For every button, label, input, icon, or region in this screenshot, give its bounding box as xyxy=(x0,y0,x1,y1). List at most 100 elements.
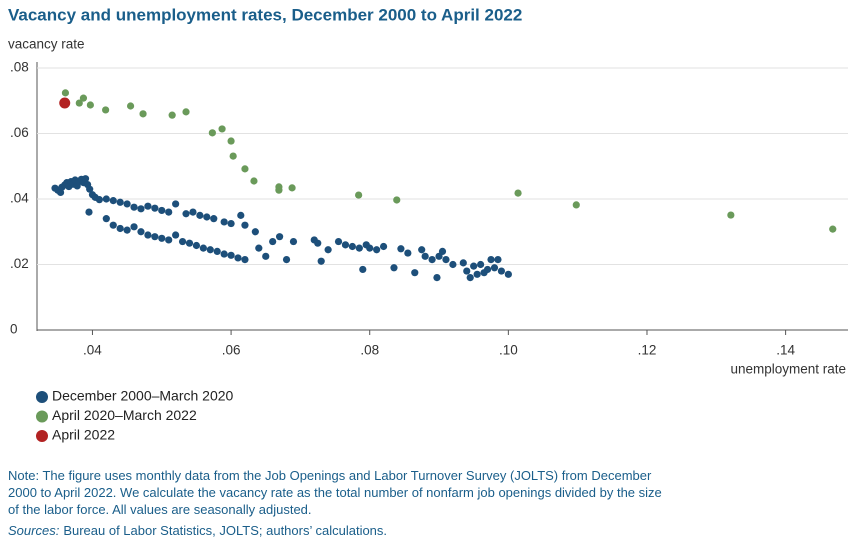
data-point xyxy=(109,197,117,205)
data-point xyxy=(102,215,110,223)
data-point xyxy=(86,101,94,109)
data-point xyxy=(59,97,71,109)
x-axis-label: unemployment rate xyxy=(730,362,846,377)
data-point xyxy=(189,208,197,216)
data-point xyxy=(255,244,263,252)
data-point xyxy=(213,247,221,255)
data-point xyxy=(324,246,332,254)
data-point xyxy=(269,237,277,246)
y-tick-label: .06 xyxy=(10,125,29,140)
data-point xyxy=(463,267,471,275)
data-point xyxy=(288,184,296,192)
data-point xyxy=(314,239,322,247)
data-point xyxy=(172,200,180,208)
data-point xyxy=(379,242,388,251)
data-point xyxy=(168,111,176,119)
data-point xyxy=(137,228,145,236)
data-point xyxy=(123,200,131,208)
data-point xyxy=(210,215,218,223)
data-point xyxy=(144,202,152,210)
x-tick-label: .12 xyxy=(638,343,657,358)
data-point xyxy=(192,241,201,250)
y-tick-label: 0 xyxy=(10,322,18,337)
y-tick-label: .02 xyxy=(10,256,29,271)
data-point xyxy=(130,203,138,211)
data-point xyxy=(334,237,343,246)
data-point xyxy=(487,255,495,264)
data-point xyxy=(185,239,194,247)
data-point xyxy=(227,137,235,145)
data-point xyxy=(317,257,325,265)
data-point xyxy=(373,246,381,254)
data-point xyxy=(206,246,214,254)
data-point xyxy=(275,186,283,194)
data-point xyxy=(116,224,124,233)
data-point xyxy=(494,255,502,264)
data-point xyxy=(418,246,426,254)
legend-marker xyxy=(36,410,48,423)
data-point xyxy=(95,196,103,204)
data-point xyxy=(178,237,187,246)
data-point xyxy=(241,221,249,229)
note: Note: The figure uses monthly data from … xyxy=(8,468,662,517)
data-point xyxy=(196,211,204,219)
data-point xyxy=(466,274,474,282)
x-tick-label: .04 xyxy=(83,343,102,358)
data-point xyxy=(137,205,145,213)
data-point xyxy=(227,251,235,259)
data-point xyxy=(341,241,350,249)
data-point xyxy=(504,270,512,278)
data-point xyxy=(241,165,249,173)
data-point xyxy=(473,270,481,278)
data-point xyxy=(158,206,166,215)
data-point xyxy=(109,221,117,229)
data-point xyxy=(81,175,90,183)
data-point xyxy=(102,195,110,203)
data-point xyxy=(182,108,190,116)
data-point xyxy=(282,255,291,264)
data-point xyxy=(355,191,363,199)
data-point xyxy=(139,110,147,118)
x-tick-label: .06 xyxy=(222,343,241,358)
y-axis-label: vacancy rate xyxy=(8,37,85,52)
data-point xyxy=(220,218,228,226)
data-point xyxy=(433,274,441,282)
data-point xyxy=(359,265,367,274)
sources-text: Bureau of Labor Statistics, JOLTS; autho… xyxy=(63,523,387,538)
data-point xyxy=(102,106,110,114)
data-point xyxy=(237,211,245,219)
data-point xyxy=(397,245,405,253)
data-point xyxy=(75,99,83,107)
data-point xyxy=(355,244,363,252)
data-point xyxy=(229,152,237,160)
y-tick-label: .04 xyxy=(10,191,29,206)
data-point xyxy=(276,233,284,241)
data-point xyxy=(165,208,173,216)
sources-label: Sources: xyxy=(8,523,60,538)
data-point xyxy=(126,102,135,110)
data-point xyxy=(130,223,138,231)
data-point xyxy=(490,264,499,272)
data-point xyxy=(411,269,419,277)
data-point xyxy=(234,254,242,262)
data-point xyxy=(208,129,216,137)
data-point xyxy=(262,252,270,260)
data-point xyxy=(218,125,226,133)
data-point xyxy=(459,259,467,267)
data-point xyxy=(151,233,159,241)
data-point xyxy=(144,231,152,239)
data-point xyxy=(165,236,173,244)
data-point xyxy=(497,267,506,275)
data-point xyxy=(449,260,457,269)
data-point xyxy=(421,252,429,260)
legend-marker xyxy=(36,391,48,403)
data-point xyxy=(514,189,522,197)
data-point xyxy=(151,204,159,212)
data-point xyxy=(203,213,211,221)
legend-marker xyxy=(36,430,48,442)
chart-title: Vacancy and unemployment rates, December… xyxy=(8,5,522,24)
data-point xyxy=(428,255,436,264)
data-point xyxy=(442,255,450,264)
y-tick-label: .08 xyxy=(10,60,29,75)
